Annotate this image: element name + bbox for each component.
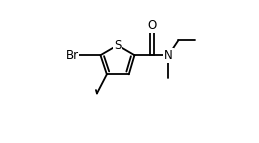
- Text: Br: Br: [65, 49, 78, 62]
- Text: S: S: [114, 39, 121, 52]
- Text: N: N: [164, 49, 173, 62]
- Text: O: O: [148, 19, 157, 32]
